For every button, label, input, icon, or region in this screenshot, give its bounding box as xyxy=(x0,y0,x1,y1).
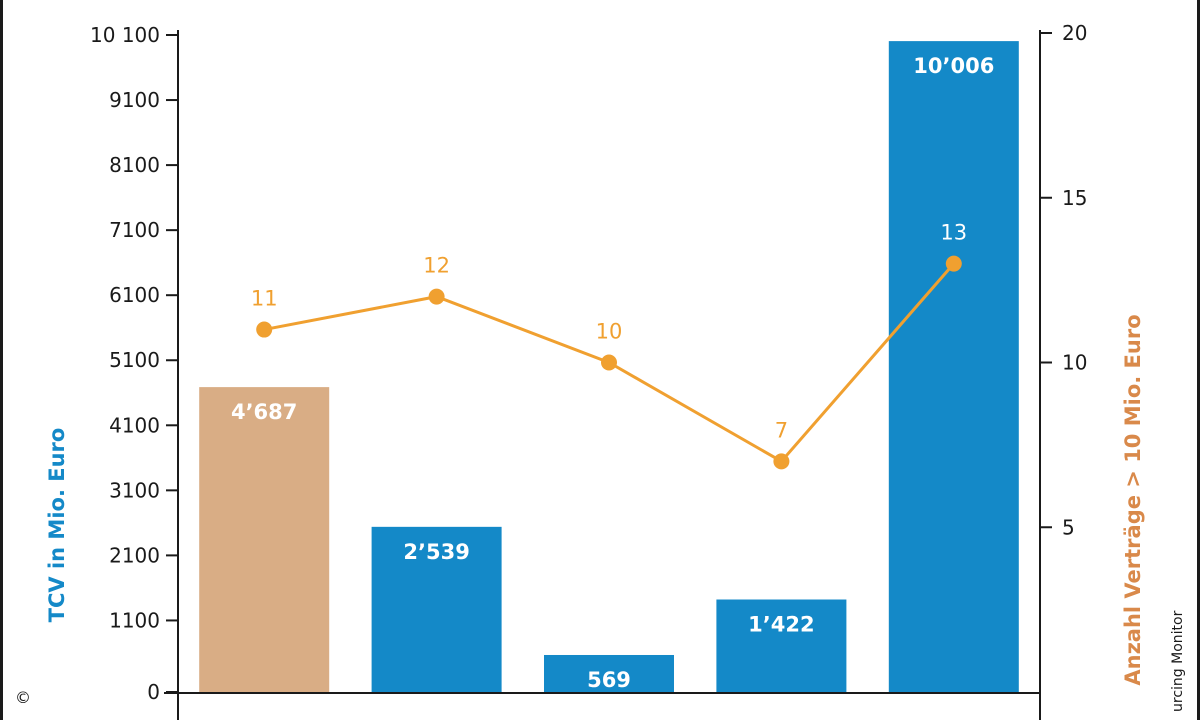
y2-axis-title: Anzahl Verträge > 10 Mio. Euro xyxy=(1121,314,1145,685)
line-point xyxy=(428,288,445,305)
line-point-label: 11 xyxy=(251,287,278,311)
line-point xyxy=(945,255,962,272)
y-tick-label: 7100 xyxy=(109,218,160,242)
bar xyxy=(371,526,502,692)
y-tick-label: 0 xyxy=(147,680,160,704)
bar-value-label: 569 xyxy=(587,668,631,692)
y-tick-label: 10 100 xyxy=(90,23,160,47)
bar-value-label: 10’006 xyxy=(913,54,994,78)
line-point-label: 10 xyxy=(596,320,623,344)
y-tick-label: 3100 xyxy=(109,478,160,502)
bar-value-label: 1’422 xyxy=(748,612,814,636)
bar xyxy=(888,41,1019,693)
y-tick-label: 5100 xyxy=(109,348,160,372)
y-tick-label: 6100 xyxy=(109,283,160,307)
frame-border-right xyxy=(1197,0,1200,720)
frame-border-left xyxy=(0,0,3,720)
line-point xyxy=(601,354,617,371)
source-credit: urcing Monitor xyxy=(1170,610,1186,712)
bar-value-label: 2’539 xyxy=(403,540,469,564)
line-point-label: 7 xyxy=(775,418,788,442)
bar-value-label: 4’687 xyxy=(231,400,297,424)
y-tick-label: 4100 xyxy=(109,413,160,437)
y-tick-label: 1100 xyxy=(109,608,160,632)
bar xyxy=(716,599,847,692)
y-tick-label: 8100 xyxy=(109,153,160,177)
copyright-icon: © xyxy=(10,684,36,710)
line-point xyxy=(773,453,790,470)
bar xyxy=(544,654,674,692)
line-point-label: 12 xyxy=(423,254,450,278)
y-tick-label: 2100 xyxy=(109,543,160,567)
y2-tick-label: 15 xyxy=(1062,186,1087,210)
line-point xyxy=(256,321,273,338)
y2-tick-label: 20 xyxy=(1062,21,1087,45)
line-point-label: 13 xyxy=(940,221,967,245)
y2-tick-label: 10 xyxy=(1062,351,1087,375)
y-tick-label: 9100 xyxy=(109,88,160,112)
bar xyxy=(199,387,330,692)
y2-tick-label: 5 xyxy=(1062,515,1075,539)
y-axis-title: TCV in Mio. Euro xyxy=(45,428,69,623)
